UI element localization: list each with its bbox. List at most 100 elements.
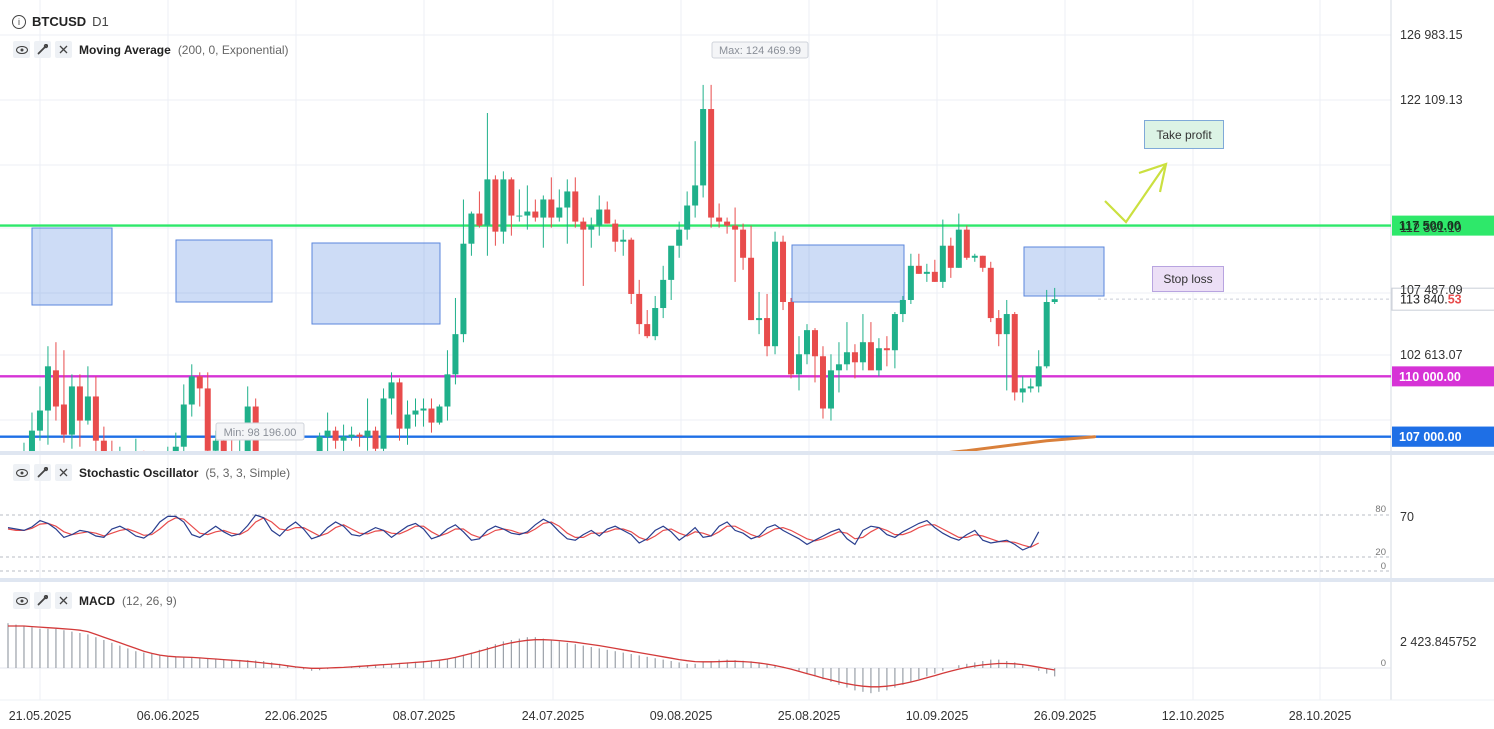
close-icon[interactable]	[55, 592, 72, 609]
candle-body	[660, 279, 667, 309]
zone-box	[175, 239, 273, 303]
eye-icon[interactable]	[13, 464, 30, 481]
candle-body	[931, 271, 938, 282]
timeframe[interactable]: D1	[92, 14, 109, 29]
candle-body	[1027, 386, 1034, 389]
candle-body	[748, 257, 755, 321]
candle-body	[835, 364, 842, 371]
candle-body	[564, 191, 571, 208]
candle-body	[1003, 314, 1010, 335]
candle-body	[915, 265, 922, 274]
macd-pane[interactable]: 2 423.845752 0 21.05.2025 06.06.2025 22.06.…	[0, 582, 1494, 729]
macd-chart[interactable]: 2 423.845752 0 21.05.2025 06.06.2025 22.06.…	[0, 582, 1494, 729]
candle-body	[724, 221, 731, 226]
candle-body	[84, 396, 91, 421]
candle-body	[644, 324, 651, 337]
stop-loss-label[interactable]: Stop loss	[1152, 266, 1224, 292]
candle-body	[652, 308, 659, 337]
candle-body	[732, 225, 739, 230]
ema-line	[939, 435, 1097, 452]
candle-body	[500, 179, 507, 232]
macd-grid	[0, 582, 1392, 700]
candle-body	[492, 179, 499, 232]
stoch-chart[interactable]: 80 70 20 0	[0, 455, 1494, 579]
candle-body	[1011, 314, 1018, 393]
candle-body	[700, 109, 707, 186]
candle-body	[204, 388, 211, 451]
candle-body	[987, 267, 994, 319]
wrench-icon[interactable]	[34, 464, 51, 481]
pane-separator[interactable]	[0, 451, 1494, 455]
level-price-tag	[1392, 366, 1494, 387]
candle-body	[548, 199, 555, 218]
max-callout	[711, 41, 809, 59]
candle-body	[444, 374, 451, 407]
time-tick-label: 26.09.2025	[1034, 709, 1097, 723]
candle-body	[532, 211, 539, 218]
take-profit-text: Take profit	[1156, 127, 1212, 142]
candle-body	[979, 255, 986, 268]
candle-body	[44, 366, 51, 411]
candle-body	[955, 229, 962, 268]
level-price-tag	[1392, 215, 1494, 236]
candle-body	[100, 440, 107, 452]
projection-arrow	[1104, 163, 1167, 224]
ema-200-line	[939, 435, 1097, 452]
candle-body	[92, 396, 99, 441]
candle-body	[420, 408, 427, 411]
candle-body	[364, 430, 371, 437]
candle-body	[867, 342, 874, 371]
time-tick-label: 09.08.2025	[650, 709, 713, 723]
price-axis: 126 983.15 122 109.13 112 361.10 102 613.07…	[1098, 28, 1494, 447]
candle-body	[819, 356, 826, 409]
eye-icon[interactable]	[13, 41, 30, 58]
close-icon[interactable]	[55, 464, 72, 481]
min-callout-text: Min: 98 196.00	[224, 427, 297, 439]
candle-body	[939, 245, 946, 282]
eye-icon[interactable]	[13, 592, 30, 609]
macd-value-label: 2 423.845752	[1400, 635, 1477, 649]
candles	[23, 84, 1058, 452]
candle-body	[1019, 388, 1026, 393]
candle-body	[196, 376, 203, 389]
candle-body	[612, 223, 619, 242]
time-axis[interactable]: 21.05.2025 06.06.2025 22.06.2025 08.07.2025…	[0, 699, 1494, 723]
candle-body	[899, 299, 906, 315]
main-chart[interactable]: 117 500.00 110 000.00 107 000.00 Max: 124 …	[0, 0, 1494, 452]
zone-boxes	[31, 227, 1105, 325]
price-tick-label: 126 983.15	[1400, 28, 1463, 42]
main-chart-pane[interactable]: 117 500.00 110 000.00 107 000.00 Max: 124 …	[0, 0, 1494, 452]
zone-box	[31, 227, 113, 306]
candle-body	[356, 434, 363, 437]
wrench-icon[interactable]	[34, 41, 51, 58]
candle-body	[1035, 366, 1042, 387]
candle-body	[180, 404, 187, 447]
candle-body	[508, 179, 515, 216]
candle-body	[963, 229, 970, 258]
candle-body	[883, 348, 890, 351]
time-tick-label: 28.10.2025	[1289, 709, 1352, 723]
pane-separator[interactable]	[0, 578, 1494, 582]
take-profit-label[interactable]: Take profit	[1144, 120, 1224, 149]
stoch-k-line	[7, 514, 1040, 551]
stoch-pane[interactable]: 80 70 20 0 Stochastic Oscillator (5, 3, 3, …	[0, 455, 1494, 579]
close-icon[interactable]	[55, 41, 72, 58]
time-tick-label: 12.10.2025	[1162, 709, 1225, 723]
macd-legend: MACD (12, 26, 9)	[13, 592, 177, 609]
candle-body	[468, 213, 475, 244]
candle-body	[348, 434, 355, 437]
level-price-text: 117 500.00	[1399, 219, 1461, 233]
candle-body	[516, 215, 523, 217]
candle-body	[891, 314, 898, 351]
macd-signal-line	[8, 625, 1055, 688]
candle-body	[588, 225, 595, 230]
stoch-legend: Stochastic Oscillator (5, 3, 3, Simple)	[13, 464, 290, 481]
stoch-0-label: 0	[1381, 561, 1386, 572]
wrench-icon[interactable]	[34, 592, 51, 609]
stoch-params: (5, 3, 3, Simple)	[205, 465, 291, 480]
info-icon[interactable]: i	[12, 14, 26, 29]
ma-name: Moving Average	[79, 42, 171, 57]
candle-body	[324, 430, 331, 437]
candle-body	[604, 209, 611, 224]
level-price-text: 110 000.00	[1399, 370, 1461, 384]
